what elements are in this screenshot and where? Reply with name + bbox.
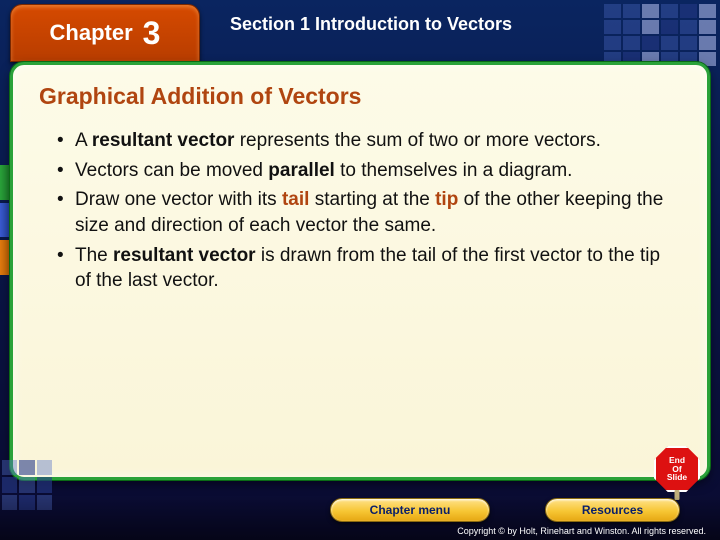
chapter-number: 3 xyxy=(143,15,161,52)
eos-text: EndOfSlide xyxy=(667,456,687,482)
chapter-menu-button[interactable]: Chapter menu xyxy=(330,498,490,522)
slide: Chapter 3 Section 1 Introduction to Vect… xyxy=(0,0,720,540)
list-item: The resultant vector is drawn from the t… xyxy=(57,243,681,294)
list-item: A resultant vector represents the sum of… xyxy=(57,128,681,154)
list-item: Draw one vector with its tail starting a… xyxy=(57,187,681,238)
bullet-list: A resultant vector represents the sum of… xyxy=(39,128,681,294)
section-title: Section 1 Introduction to Vectors xyxy=(230,14,512,35)
end-of-slide-badge: EndOfSlide xyxy=(654,446,700,492)
top-bar: Chapter 3 Section 1 Introduction to Vect… xyxy=(0,0,720,70)
stop-sign-icon: EndOfSlide xyxy=(654,446,700,492)
content-panel: Graphical Addition of Vectors A resultan… xyxy=(10,62,710,480)
list-item: Vectors can be moved parallel to themsel… xyxy=(57,158,681,184)
footer-bar: Chapter menu Resources Copyright © by Ho… xyxy=(0,496,720,540)
resources-button[interactable]: Resources xyxy=(545,498,680,522)
panel-title: Graphical Addition of Vectors xyxy=(39,83,681,110)
chapter-label: Chapter xyxy=(50,20,133,46)
copyright-text: Copyright © by Holt, Rinehart and Winsto… xyxy=(457,526,706,536)
chapter-tab: Chapter 3 xyxy=(10,4,200,62)
decoration-grid-top xyxy=(600,0,720,70)
